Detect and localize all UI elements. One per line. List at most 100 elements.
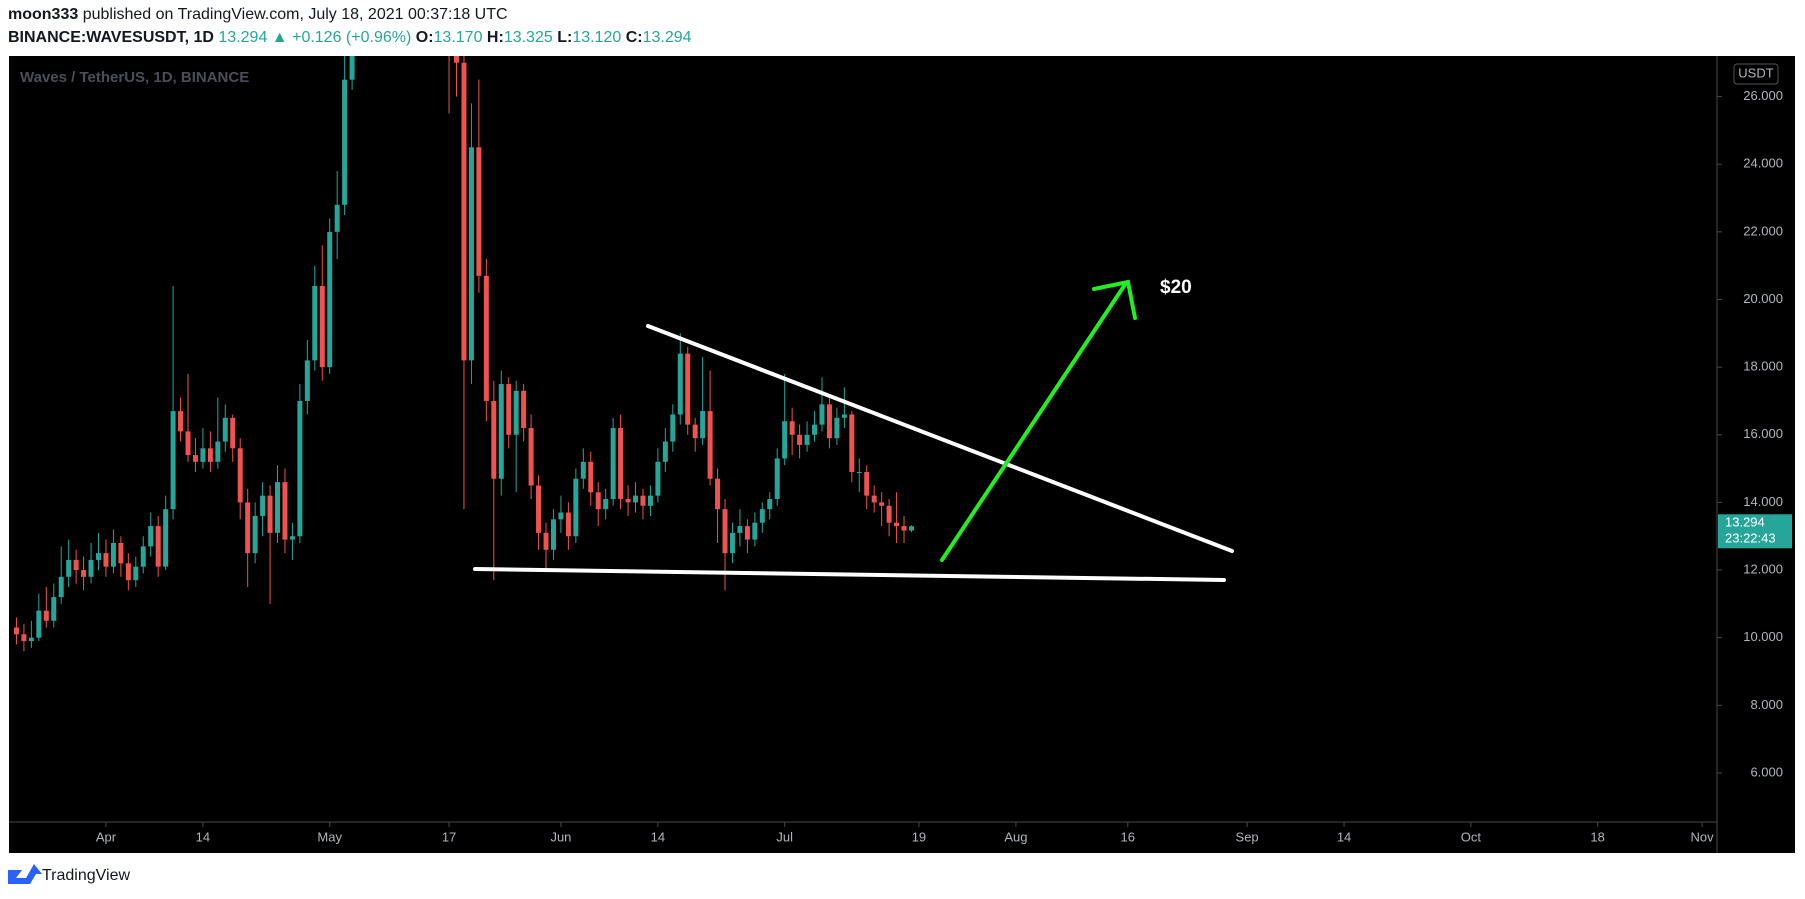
- candle-body: [610, 428, 616, 500]
- y-tick-label: 12.000: [1743, 561, 1783, 576]
- candle-body: [849, 414, 855, 472]
- x-tick-label: Nov: [1691, 829, 1715, 844]
- candle-body: [245, 502, 251, 554]
- candle-body: [908, 526, 914, 531]
- x-tick-label: 14: [1337, 829, 1351, 844]
- candle-body: [267, 495, 273, 533]
- arrow: [940, 281, 1128, 562]
- candle-body: [804, 434, 810, 445]
- candle-body: [737, 526, 743, 533]
- symbol: BINANCE:WAVESUSDT, 1D: [8, 29, 214, 46]
- candle-body: [662, 441, 668, 462]
- x-tick-label: 16: [1121, 829, 1135, 844]
- candle-body: [521, 390, 527, 429]
- y-tick-label: 20.000: [1743, 291, 1783, 306]
- candle-body: [491, 400, 497, 479]
- candle-body: [797, 434, 803, 445]
- y-tick-label: 8.000: [1750, 697, 1783, 712]
- currency-box: [1733, 63, 1779, 85]
- candle-body: [297, 400, 303, 537]
- candle-body: [580, 461, 586, 479]
- ohlc-key: O:: [416, 29, 434, 46]
- candle-body: [618, 428, 624, 500]
- logo-icon: [8, 864, 42, 884]
- candle-body: [543, 532, 549, 550]
- candle-body: [319, 285, 325, 368]
- price-label-value: 13.294: [1725, 515, 1765, 530]
- last-price: 13.294: [218, 29, 267, 46]
- candle-body: [66, 559, 72, 577]
- candle-body: [588, 461, 594, 493]
- candle-body: [28, 637, 34, 642]
- ohlc-key: H:: [487, 29, 504, 46]
- candle-body: [498, 384, 504, 479]
- candle-body: [692, 424, 698, 439]
- candle-body: [275, 482, 281, 533]
- ohlc-value: 13.170: [434, 29, 483, 46]
- candle-body: [752, 522, 758, 540]
- y-tick-label: 22.000: [1743, 223, 1783, 238]
- x-tick-label: Oct: [1461, 829, 1482, 844]
- candle-body: [536, 485, 542, 533]
- candle-body: [894, 522, 900, 527]
- x-tick-label: 14: [651, 829, 665, 844]
- candle-body: [729, 532, 735, 554]
- x-tick-label: Jul: [776, 829, 793, 844]
- candle-body: [879, 502, 885, 506]
- candle-body: [685, 353, 691, 425]
- change: +0.126 (+0.96%): [292, 29, 411, 46]
- candle-body: [51, 597, 57, 621]
- price-axis: [1717, 56, 1795, 822]
- candle-body: [163, 509, 169, 567]
- candle-body: [289, 536, 295, 540]
- candle-body: [558, 512, 564, 520]
- time-axis: [9, 822, 1795, 853]
- candle-body: [334, 204, 340, 232]
- candle-body: [819, 404, 825, 425]
- candle-body: [774, 458, 780, 500]
- candles: [13, 56, 914, 652]
- candle-body: [565, 512, 571, 537]
- y-tick-label: 26.000: [1743, 88, 1783, 103]
- candle-body: [901, 526, 907, 531]
- candle-body: [812, 424, 818, 435]
- x-tick-label: 18: [1590, 829, 1604, 844]
- candle-body: [207, 448, 213, 462]
- candle-body: [103, 553, 109, 567]
- countdown: 23:22:43: [1725, 531, 1776, 546]
- candle-body: [677, 353, 683, 415]
- candle-body: [655, 461, 661, 496]
- candle-body: [707, 411, 713, 479]
- x-tick-label: 14: [196, 829, 210, 844]
- published: published on TradingView.com, July 18, 2…: [83, 6, 508, 23]
- candle-body: [767, 499, 773, 510]
- candle-body: [342, 79, 348, 205]
- candle-body: [230, 417, 236, 449]
- candle-body: [715, 478, 721, 510]
- candle-body: [260, 495, 266, 516]
- candle-body: [550, 519, 556, 550]
- ohlc-value: 13.325: [504, 29, 553, 46]
- candle-body: [633, 495, 639, 503]
- candle-body: [841, 414, 847, 418]
- candle-body: [200, 448, 206, 462]
- candle-body: [744, 526, 750, 540]
- y-tick-label: 18.000: [1743, 359, 1783, 374]
- candle-body: [640, 495, 646, 506]
- ohlc-value: 13.120: [572, 29, 621, 46]
- candle-body: [140, 546, 146, 567]
- brand: TradingView: [42, 867, 130, 884]
- candle-body: [178, 411, 184, 432]
- up-icon: ▲: [272, 29, 288, 46]
- candle-body: [13, 627, 19, 635]
- candle-body: [826, 404, 832, 439]
- candle-body: [647, 495, 653, 506]
- candle-body: [43, 610, 49, 621]
- y-tick-label: 16.000: [1743, 426, 1783, 441]
- trend-line: [473, 567, 1226, 582]
- candle-body: [789, 421, 795, 435]
- candle-body: [170, 411, 176, 510]
- x-tick-label: 19: [912, 829, 926, 844]
